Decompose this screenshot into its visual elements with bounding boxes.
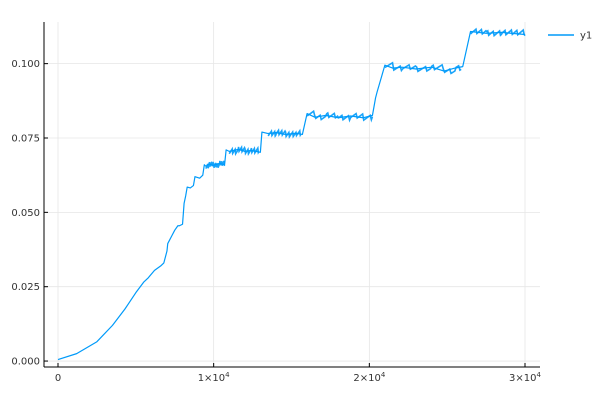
legend-label: y1: [580, 31, 592, 42]
x-tick-exponent: 4: [381, 371, 386, 379]
series-noise: [267, 128, 302, 139]
y-tick-label: 0.100: [11, 59, 40, 70]
legend: y1: [548, 31, 592, 42]
series-noise: [469, 27, 526, 38]
series-lines: [57, 27, 526, 361]
x-tick-label: 0: [55, 373, 61, 384]
y-tick-label: 0.025: [11, 282, 40, 293]
y-tick-label: 0.075: [11, 133, 40, 144]
y-tick-label: 0.000: [11, 357, 40, 368]
x-tick-exponent: 4: [537, 371, 542, 379]
tick-labels: 0 1×104 2×104 3×104 0.000 0.025 0.050 0.075 0.10…: [11, 59, 541, 384]
x-tick-label: 3×104: [509, 371, 541, 384]
series-noise: [228, 144, 260, 157]
x-tick-label: 1×104: [198, 371, 230, 384]
series-noise: [205, 160, 226, 169]
axes: [43, 22, 540, 368]
series-line: [57, 30, 526, 361]
grid: [44, 22, 540, 367]
x-tick-exponent: 4: [225, 371, 230, 379]
y-tick-label: 0.050: [11, 208, 40, 219]
series-noise: [306, 109, 374, 123]
series-noise: [384, 61, 462, 75]
x-tick-label: 2×104: [353, 371, 385, 384]
